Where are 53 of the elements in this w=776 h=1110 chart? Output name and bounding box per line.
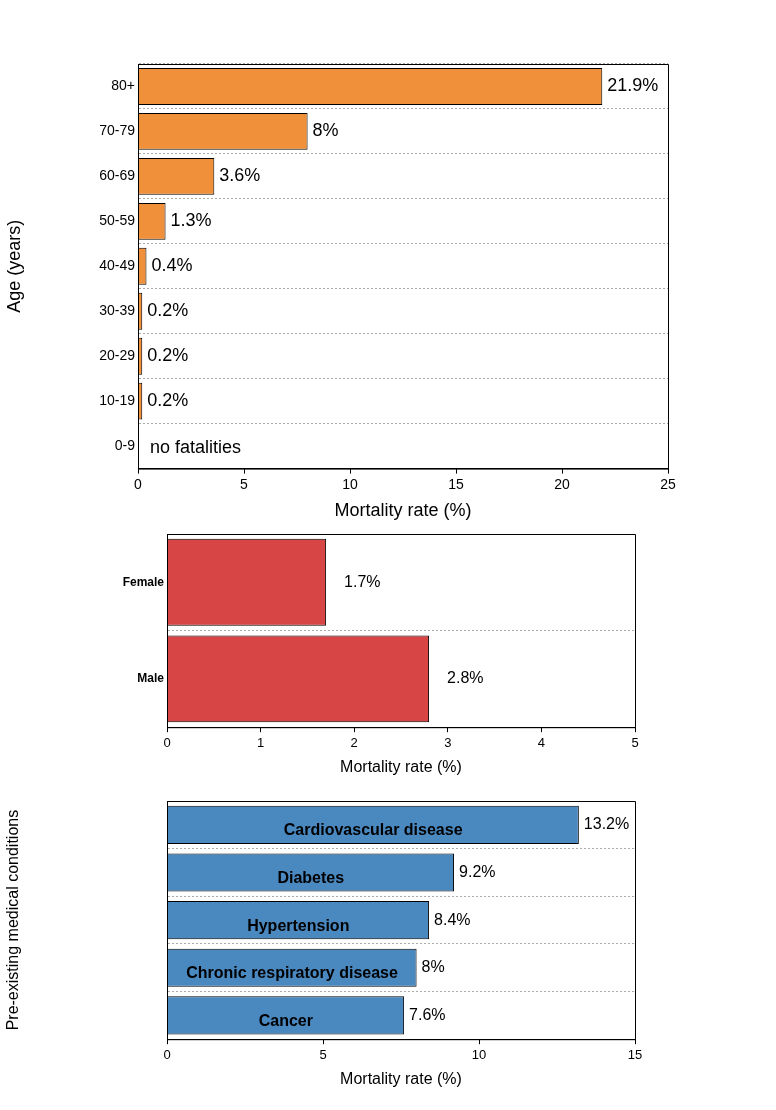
data-label: 3.6% xyxy=(219,165,261,186)
y-tick-label: Diabetes xyxy=(277,868,345,886)
x-tick-label: 3 xyxy=(444,734,452,750)
data-label: 21.9% xyxy=(607,75,659,96)
y-tick-label: Cardiovascular disease xyxy=(283,821,463,839)
data-label: 7.6% xyxy=(409,1005,446,1023)
data-label: 1.7% xyxy=(344,572,381,590)
y-tick-label: 10-19 xyxy=(99,392,136,409)
y-axis-title: Pre-existing medical conditions xyxy=(4,809,22,1031)
y-tick-label: 70-79 xyxy=(99,122,136,139)
x-tick-label: 5 xyxy=(240,475,249,492)
x-tick-label: 25 xyxy=(660,475,676,492)
data-label: 0.2% xyxy=(147,300,189,321)
y-tick-label: Chronic respiratory disease xyxy=(186,964,398,982)
data-label: 9.2% xyxy=(459,862,496,880)
y-tick-label: 40-49 xyxy=(99,257,136,274)
y-tick-label: 60-69 xyxy=(99,167,136,184)
data-label: 8.4% xyxy=(434,910,471,928)
data-label: 0.4% xyxy=(151,255,193,276)
x-tick-label: 0 xyxy=(163,1046,171,1062)
x-axis-title: Mortality rate (%) xyxy=(340,1069,462,1087)
x-tick-label: 10 xyxy=(471,1046,487,1062)
x-tick-label: 4 xyxy=(537,734,546,750)
y-tick-label: Hypertension xyxy=(247,916,350,934)
y-tick-label: 30-39 xyxy=(99,302,136,319)
data-label: 8% xyxy=(312,120,339,141)
x-tick-label: 20 xyxy=(554,475,570,492)
y-axis-title: Age (years) xyxy=(3,219,24,313)
y-tick-label: 20-29 xyxy=(99,347,136,364)
data-label: 0.2% xyxy=(147,390,189,411)
x-tick-label: 0 xyxy=(163,734,171,750)
y-tick-label: 50-59 xyxy=(99,212,136,229)
x-tick-label: 10 xyxy=(342,475,358,492)
data-label: 13.2% xyxy=(583,815,630,833)
y-tick-label: Male xyxy=(137,671,165,686)
y-tick-label: Cancer xyxy=(258,1011,313,1029)
x-tick-label: 15 xyxy=(627,1046,643,1062)
y-tick-label: 80+ xyxy=(111,77,135,94)
data-label: 8% xyxy=(421,958,445,976)
x-tick-label: 0 xyxy=(134,475,143,492)
x-axis-title: Mortality rate (%) xyxy=(334,500,472,521)
x-tick-label: 1 xyxy=(256,734,265,750)
data-label: no fatalities xyxy=(150,437,242,458)
data-label: 1.3% xyxy=(170,210,212,231)
x-tick-label: 15 xyxy=(448,475,464,492)
x-tick-label: 5 xyxy=(319,1046,327,1062)
x-tick-label: 5 xyxy=(631,734,639,750)
data-label: 0.2% xyxy=(147,345,189,366)
y-tick-label: 0-9 xyxy=(114,436,136,453)
y-tick-label: Female xyxy=(122,574,165,589)
x-tick-label: 2 xyxy=(350,734,358,750)
data-label: 2.8% xyxy=(447,669,484,687)
x-axis-title: Mortality rate (%) xyxy=(340,757,462,775)
